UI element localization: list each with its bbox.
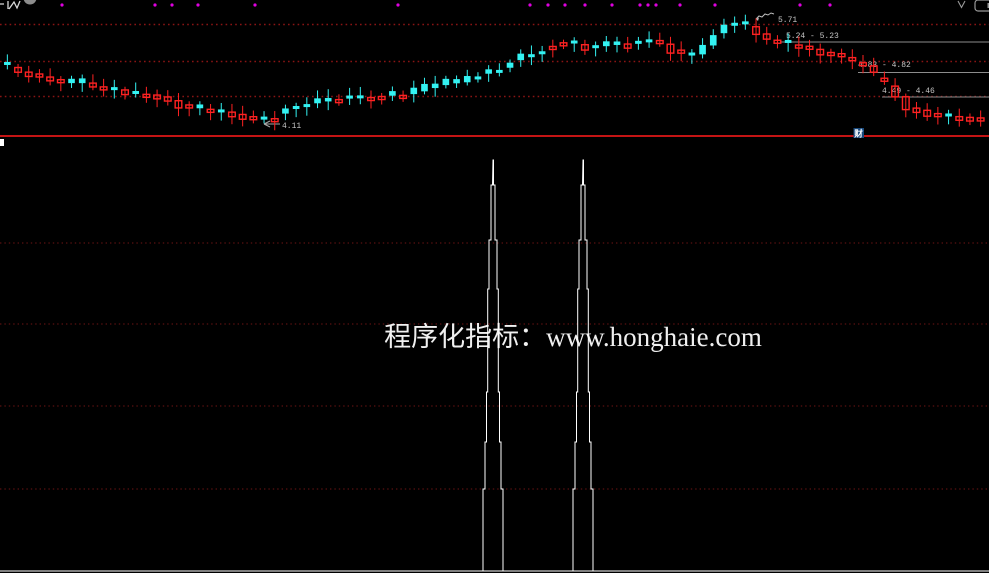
svg-text:4.49 - 4.46: 4.49 - 4.46 [882, 87, 935, 96]
svg-text:财: 财 [853, 127, 863, 138]
svg-text:5.24 - 5.23: 5.24 - 5.23 [786, 32, 839, 41]
svg-text:程序化指标：www.honghaie.com: 程序化指标：www.honghaie.com [384, 322, 762, 352]
svg-text:4.11: 4.11 [282, 122, 301, 131]
